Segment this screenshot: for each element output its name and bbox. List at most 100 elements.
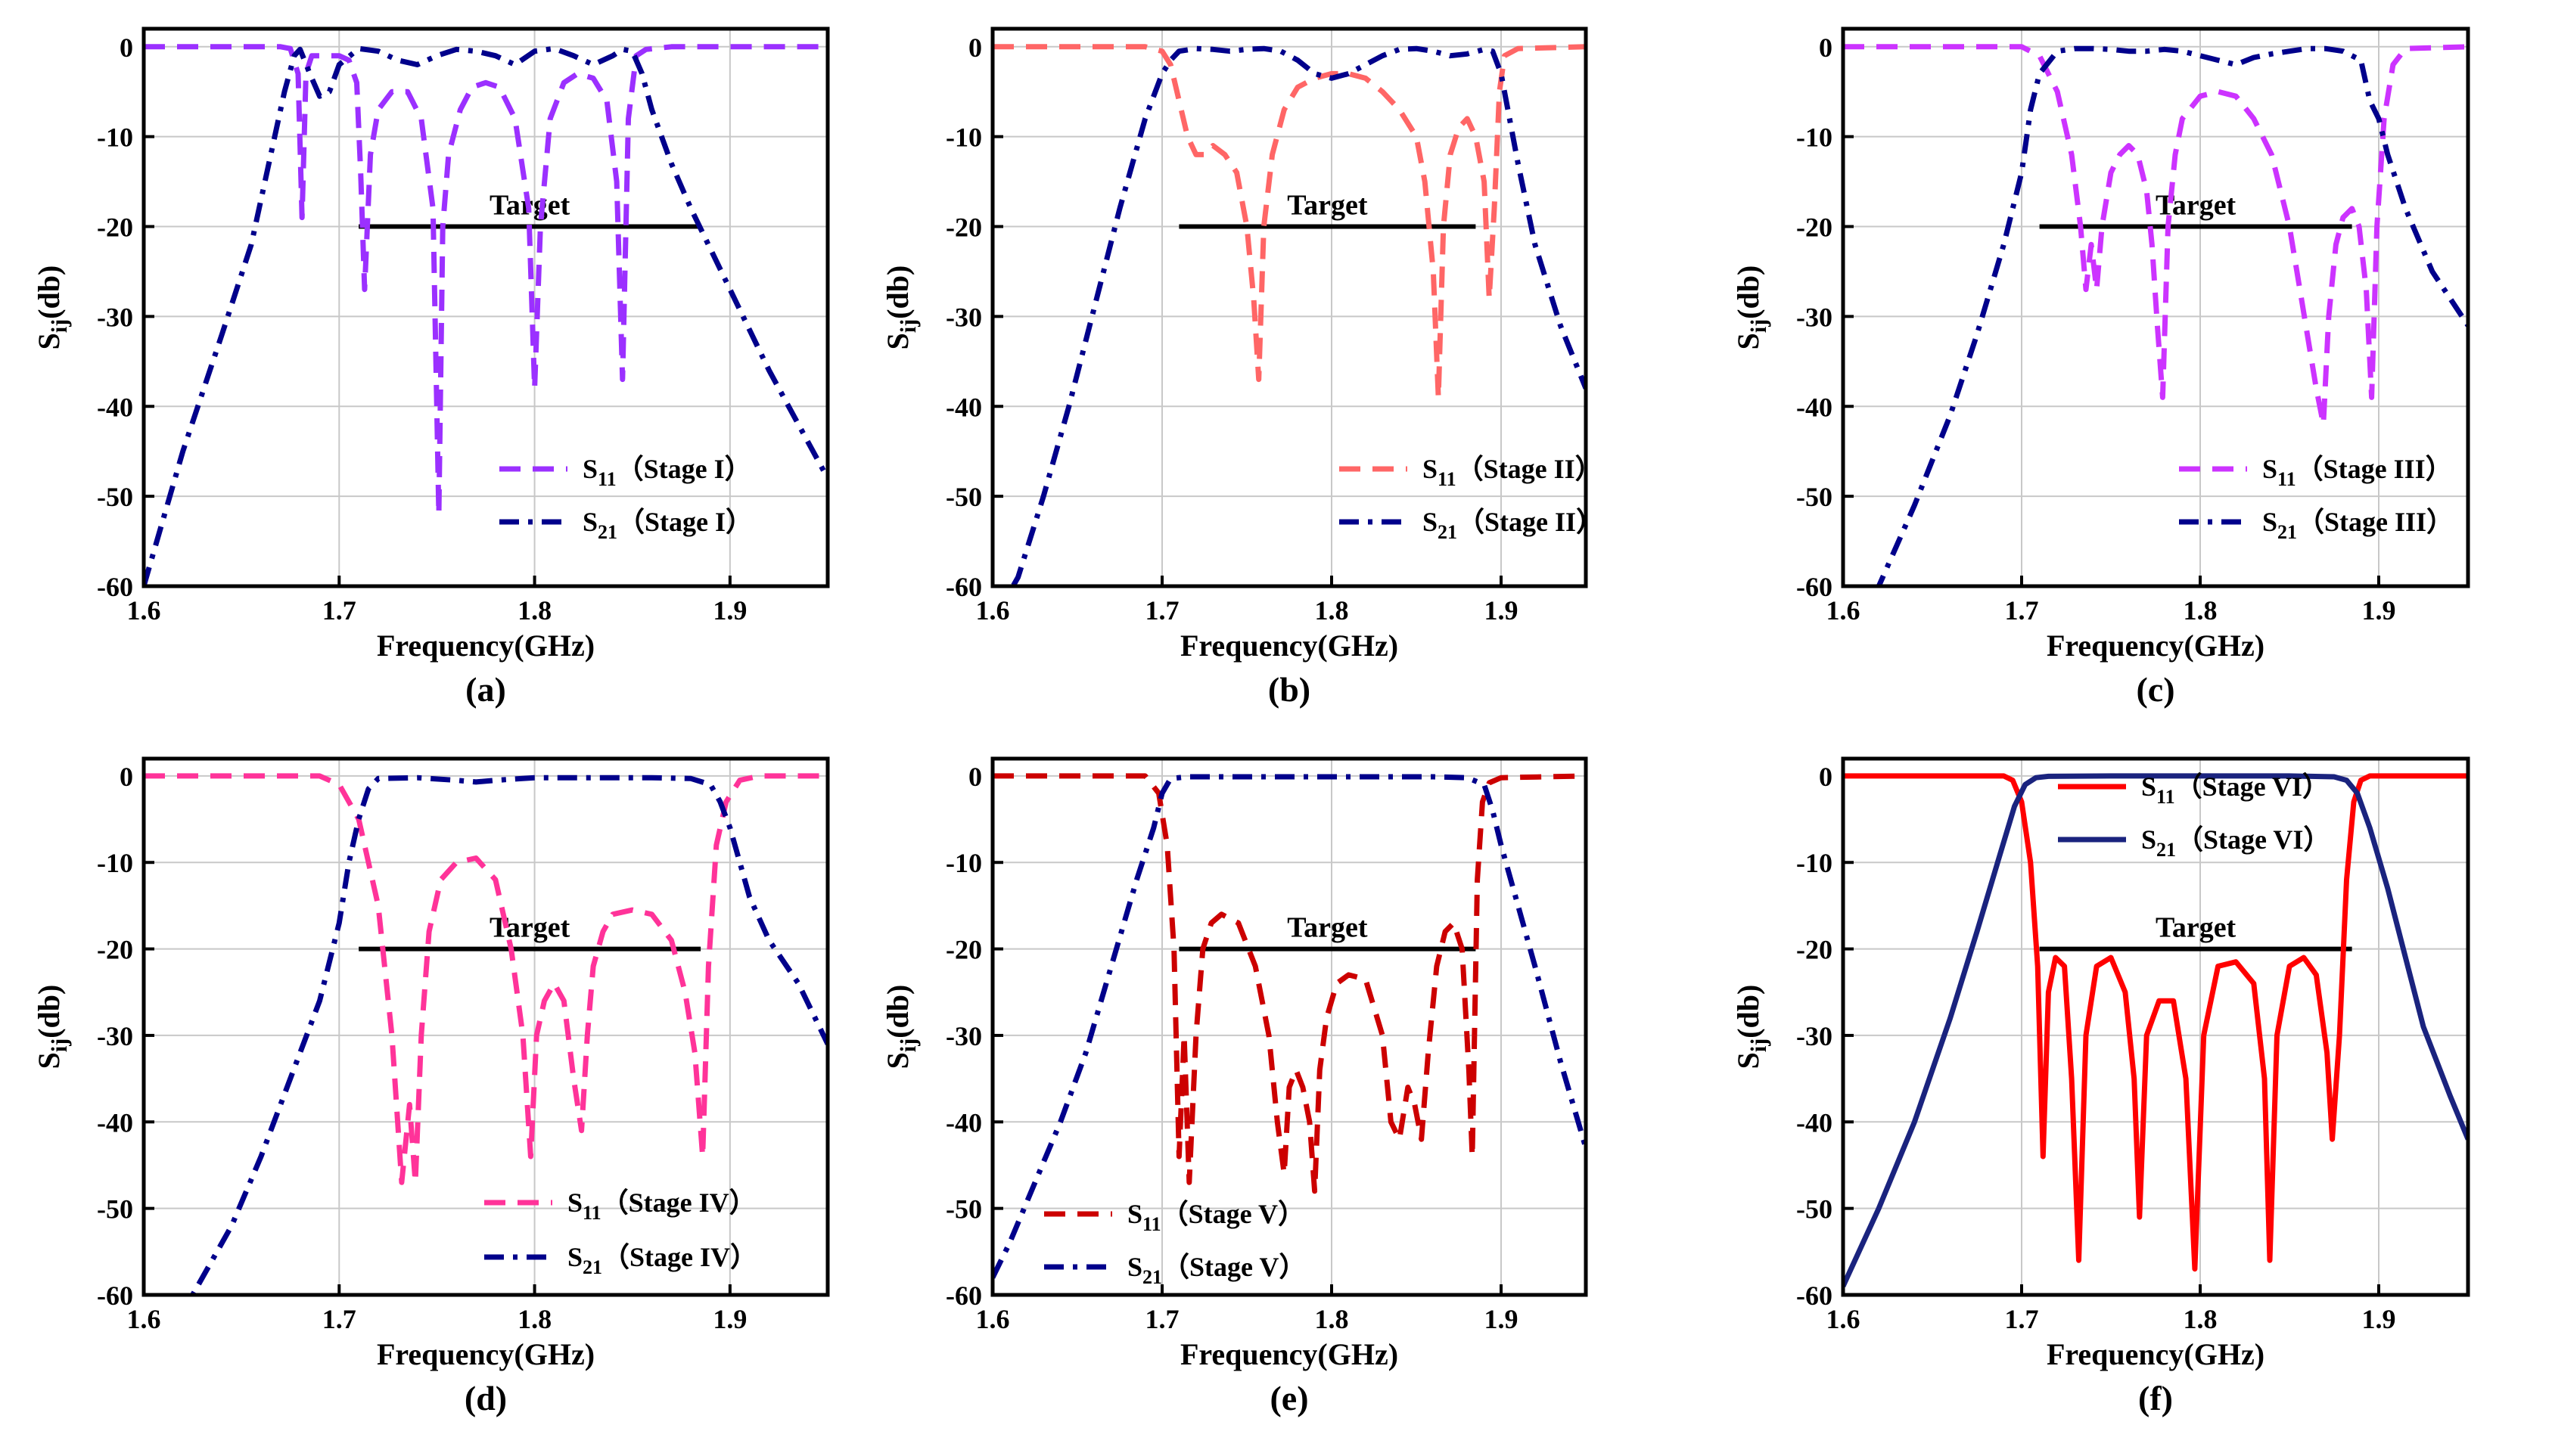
x-axis-label: Frequency(GHz) xyxy=(2047,629,2264,663)
y-tick-label: -60 xyxy=(946,1281,982,1311)
x-tick-label: 1.6 xyxy=(976,595,1010,626)
x-axis-label: Frequency(GHz) xyxy=(377,629,595,663)
legend-symbol: S xyxy=(2262,507,2277,537)
legend-symbol: S xyxy=(1127,1252,1142,1282)
x-tick-label: 1.7 xyxy=(1145,1304,1180,1334)
x-tick-label: 1.9 xyxy=(713,1304,747,1334)
series-group xyxy=(993,44,1586,586)
legend-entry: S21（Stage I） xyxy=(583,507,753,543)
x-tick-label: 1.9 xyxy=(1484,1304,1518,1334)
y-tick-label: -20 xyxy=(946,935,982,965)
legend-subscript: 21 xyxy=(2277,521,2297,543)
y-tick-label: -30 xyxy=(97,1021,133,1051)
legend-subscript: 11 xyxy=(1142,1213,1161,1235)
y-tick-label: -40 xyxy=(97,392,133,422)
panel-label: (b) xyxy=(1268,670,1310,709)
x-tick-label: 1.7 xyxy=(2005,1304,2039,1334)
x-axis-label: Frequency(GHz) xyxy=(1180,1337,1398,1371)
series-group xyxy=(993,773,1586,1279)
y-tick-label: 0 xyxy=(968,33,982,63)
legend-subscript: 11 xyxy=(2277,468,2296,490)
series-s11-line xyxy=(1843,773,2468,1272)
legend-entry: S11（Stage I） xyxy=(583,454,752,490)
legend-subscript: 21 xyxy=(1438,521,1457,543)
y-tick-label: -60 xyxy=(97,572,133,602)
panel-b: 1.6 1.7 1.8 1.9 0 -10 -20 -30 -40 -50 -60 Target S11… xyxy=(881,26,1603,709)
plot-frame xyxy=(990,26,1588,588)
legend: S11（Stage IV）S21（Stage IV） xyxy=(484,1187,757,1278)
x-tick-label: 1.6 xyxy=(1826,1304,1860,1334)
legend-stage: （Stage IV） xyxy=(602,1242,757,1272)
y-tick-label: -40 xyxy=(946,1107,982,1138)
x-tick-label: 1.8 xyxy=(2184,595,2218,626)
plot-frame xyxy=(1841,756,2470,1297)
series-s11-line xyxy=(993,773,1586,1194)
y-tick-label: -60 xyxy=(97,1281,133,1311)
legend-entry: S11（Stage VI） xyxy=(2141,771,2330,808)
legend-entry: S11（Stage V） xyxy=(1127,1199,1305,1235)
y-tick-label: -10 xyxy=(97,123,133,153)
legend-entry: S21（Stage II） xyxy=(1422,507,1603,543)
x-tick-label: 1.8 xyxy=(1315,595,1349,626)
legend-entry: S21（Stage III） xyxy=(2262,507,2454,543)
legend: S11（Stage I） S21（Stage I） xyxy=(499,454,753,543)
legend-stage: （Stage V） xyxy=(1162,1252,1306,1282)
plot-frame xyxy=(1841,26,2470,588)
legend-symbol: S xyxy=(1422,507,1438,537)
y-tick-label: -60 xyxy=(1796,572,1832,602)
x-tick-label: 1.7 xyxy=(2005,595,2039,626)
legend-symbol: S xyxy=(583,507,598,537)
y-tick-label: -50 xyxy=(1796,1194,1832,1225)
y-tick-label: -60 xyxy=(1796,1281,1832,1311)
y-axis-label: Sij(db) xyxy=(881,265,921,350)
x-tick-label: 1.7 xyxy=(322,1304,356,1334)
legend-stage: （Stage IV） xyxy=(601,1187,757,1218)
legend-symbol: S xyxy=(583,454,598,484)
panel-label: (a) xyxy=(465,670,506,709)
y-tick-label: -50 xyxy=(946,1194,982,1225)
x-tick-label: 1.9 xyxy=(713,595,747,626)
series-s21-line xyxy=(1843,773,2468,1288)
series-s21-line xyxy=(144,45,828,586)
x-tick-label: 1.6 xyxy=(1826,595,1860,626)
y-tick-label: 0 xyxy=(1819,762,1832,792)
legend-entry: S11（Stage IV） xyxy=(567,1187,757,1224)
panel-f: 1.6 1.7 1.8 1.9 0 -10 -20 -30 -40 -50 -60 Target S11… xyxy=(1731,756,2470,1417)
series-group xyxy=(144,44,828,586)
target-label: Target xyxy=(2156,912,2236,944)
y-tick-label: 0 xyxy=(120,33,133,63)
target-label: Target xyxy=(1287,190,1368,222)
legend-subscript: 11 xyxy=(1438,468,1456,490)
series-s11-line xyxy=(1843,44,2468,427)
panel-c: 1.6 1.7 1.8 1.90-10-20-30-40-50-60TargetS11… xyxy=(1731,26,2470,709)
legend-subscript: 11 xyxy=(598,468,617,490)
series-s21-line xyxy=(993,774,1586,1279)
y-axis-label: Sij(db) xyxy=(32,265,72,350)
x-tick-label: 1.8 xyxy=(518,595,552,626)
x-axis-label: Frequency(GHz) xyxy=(1180,629,1398,663)
y-tick-label: 0 xyxy=(120,762,133,792)
y-tick-label: -20 xyxy=(1796,935,1832,965)
legend-subscript: 21 xyxy=(583,1256,602,1278)
y-tick-label: -10 xyxy=(1796,123,1832,153)
x-tick-label: 1.9 xyxy=(1484,595,1518,626)
legend-entry: S21（Stage V） xyxy=(1127,1252,1306,1288)
y-tick-label: -20 xyxy=(97,213,133,243)
y-tick-label: 0 xyxy=(1819,33,1832,63)
legend-symbol: S xyxy=(567,1242,583,1272)
legend-entry: S21（Stage IV） xyxy=(567,1242,757,1278)
x-tick-label: 1.8 xyxy=(1315,1304,1349,1334)
x-tick-label: 1.6 xyxy=(127,1304,161,1334)
y-tick-label: -10 xyxy=(946,848,982,878)
y-tick-label: -30 xyxy=(946,302,982,332)
y-tick-label: -10 xyxy=(97,848,133,878)
series-group xyxy=(144,773,828,1295)
panel-label: (d) xyxy=(465,1379,507,1417)
y-tick-label: -50 xyxy=(1796,482,1832,512)
x-axis-label: Frequency(GHz) xyxy=(377,1337,595,1371)
legend-symbol: S xyxy=(1422,454,1438,484)
y-tick-label: -20 xyxy=(946,213,982,243)
y-tick-label: -30 xyxy=(946,1021,982,1051)
legend-subscript: 21 xyxy=(2156,839,2176,861)
